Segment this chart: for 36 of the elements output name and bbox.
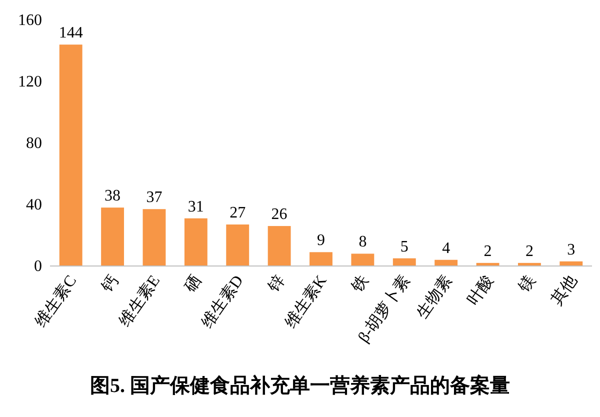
x-tick-label: 叶酸 bbox=[464, 272, 498, 309]
data-label: 144 bbox=[58, 24, 83, 42]
data-label: 8 bbox=[358, 234, 367, 251]
bar bbox=[392, 258, 416, 266]
data-label: 3 bbox=[567, 241, 576, 258]
data-label: 37 bbox=[146, 189, 162, 206]
x-tick-label: 硒 bbox=[182, 272, 206, 296]
x-tick-label: 其他 bbox=[547, 272, 580, 309]
bar bbox=[101, 208, 124, 266]
bar bbox=[142, 209, 166, 266]
data-label: 5 bbox=[400, 238, 408, 256]
y-tick-label: 40 bbox=[26, 196, 42, 214]
data-label: 26 bbox=[271, 206, 288, 224]
bar bbox=[184, 218, 208, 266]
data-label: 9 bbox=[317, 232, 325, 250]
data-label: 2 bbox=[484, 242, 492, 260]
data-label: 38 bbox=[104, 188, 121, 205]
y-tick-label: 80 bbox=[26, 135, 42, 152]
y-tick-label: 160 bbox=[18, 12, 42, 29]
x-tick-label: 生物素 bbox=[413, 272, 456, 322]
y-tick-label: 120 bbox=[18, 74, 42, 90]
text: 图5. 国产保健食品补充单一营养素产品的备案量 bbox=[90, 374, 510, 397]
bar bbox=[434, 260, 458, 266]
bar bbox=[268, 226, 291, 266]
data-label: 4 bbox=[442, 240, 450, 257]
bar bbox=[226, 224, 250, 266]
bar bbox=[351, 254, 374, 266]
data-label: 27 bbox=[230, 204, 246, 222]
x-tick-label: 铁 bbox=[348, 272, 372, 296]
data-label: 2 bbox=[525, 242, 534, 260]
x-tick-label: 钙 bbox=[98, 272, 122, 296]
bar bbox=[310, 252, 332, 266]
bar bbox=[59, 44, 82, 266]
x-tick-label: 锌 bbox=[264, 272, 289, 296]
x-tick-label: 镁 bbox=[514, 272, 539, 296]
data-label: 31 bbox=[188, 198, 204, 216]
